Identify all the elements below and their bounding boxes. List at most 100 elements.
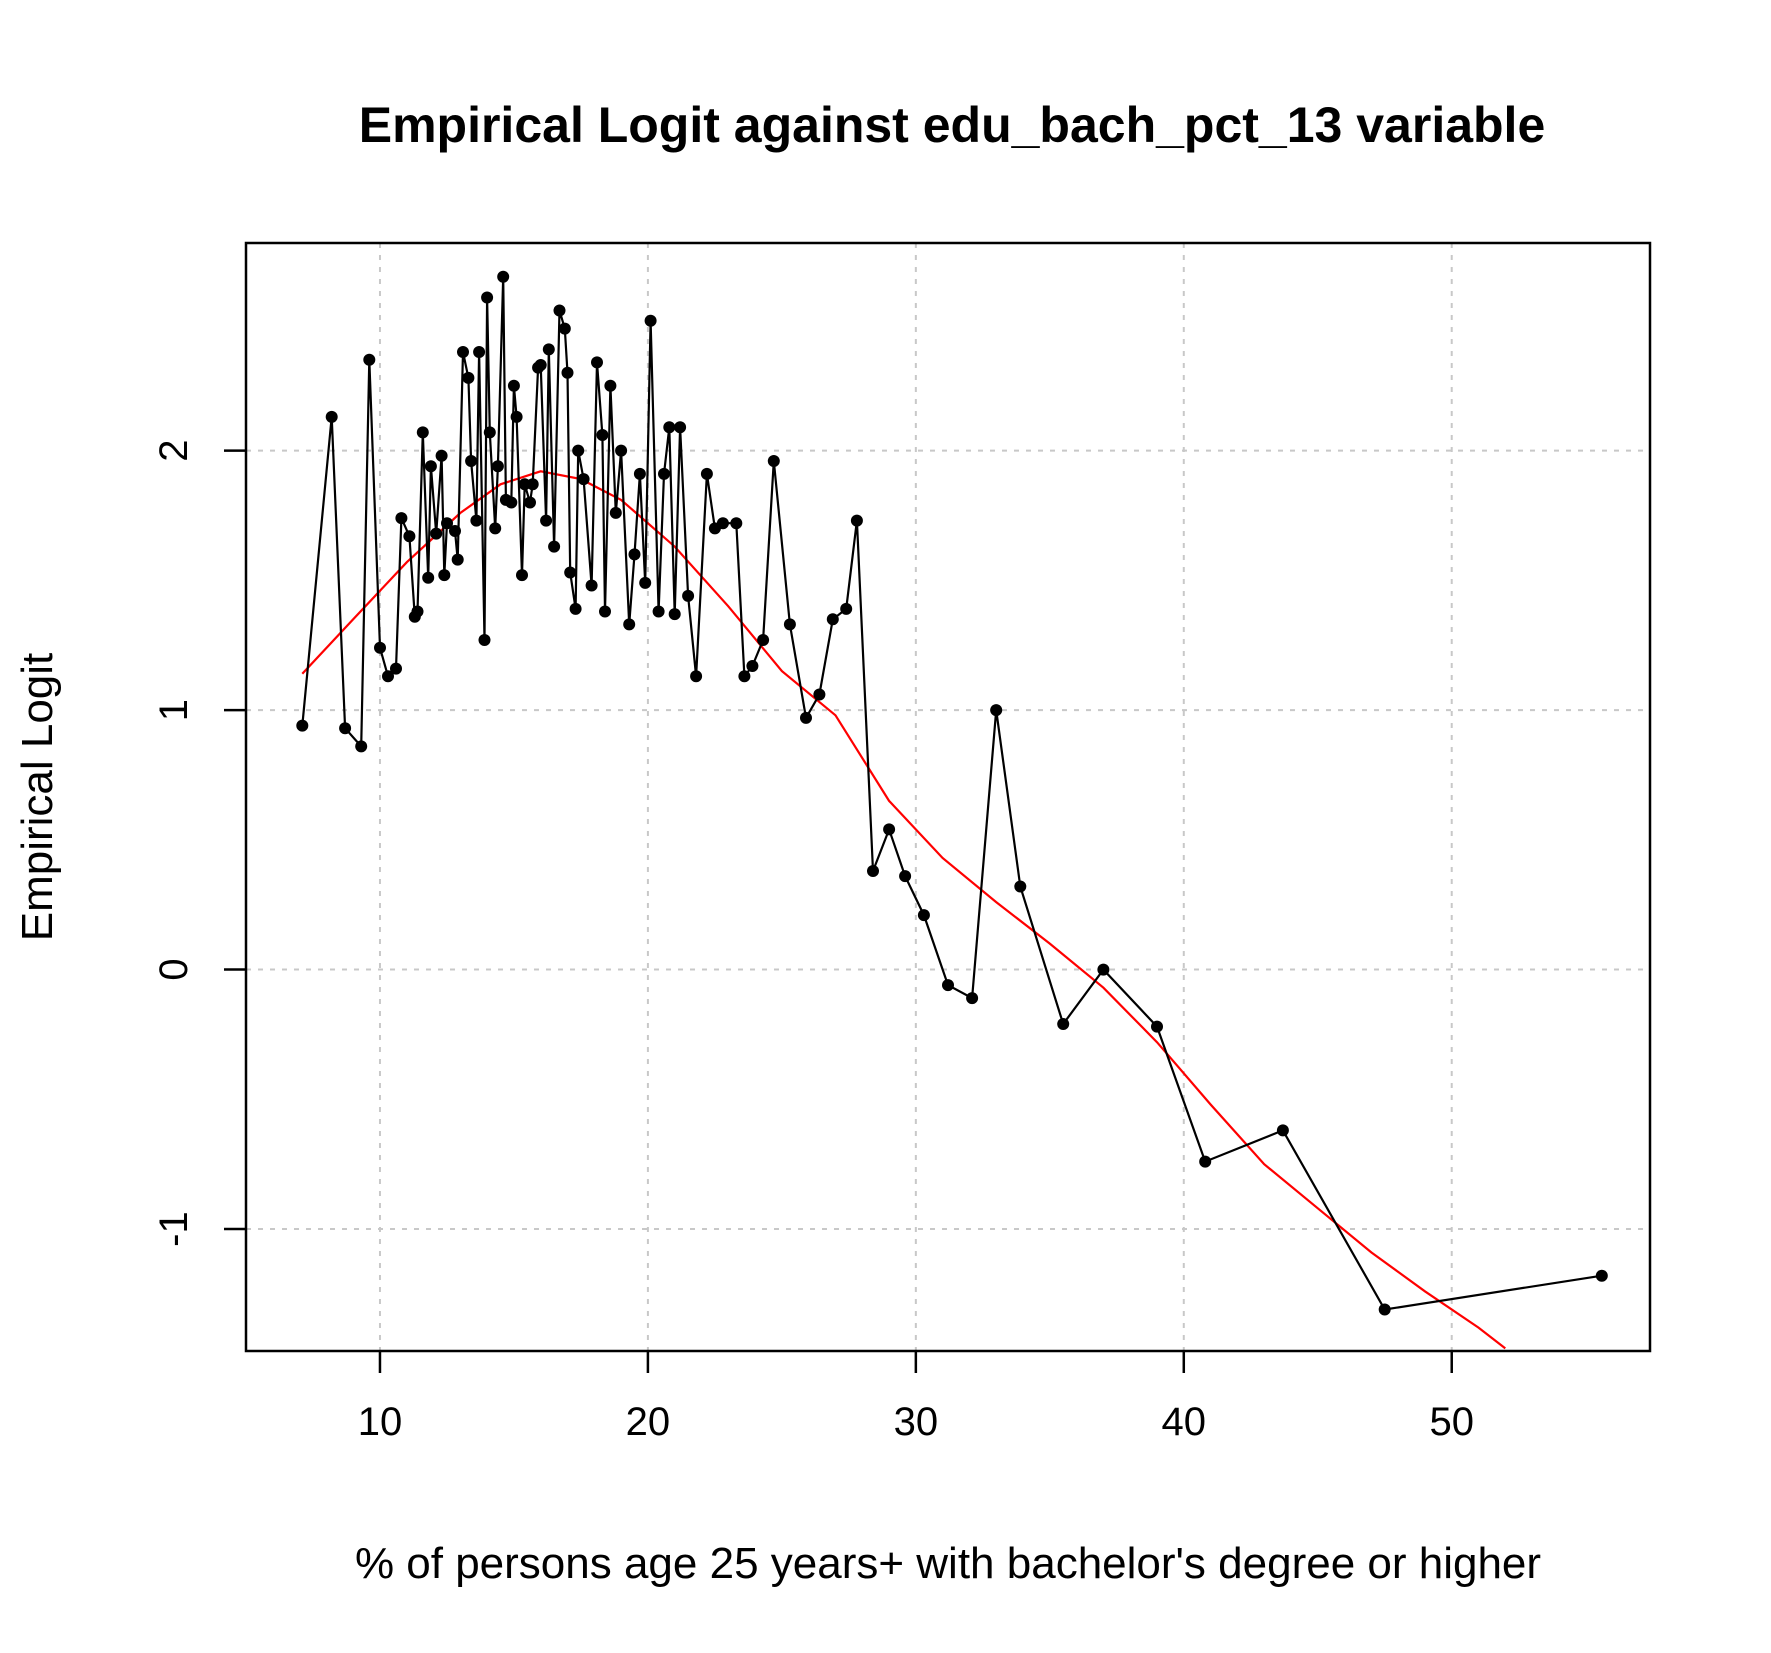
data-point — [738, 670, 751, 683]
data-point — [457, 346, 469, 358]
data-point — [633, 467, 646, 480]
plot-frame — [244, 241, 1652, 1353]
data-point — [561, 366, 574, 379]
data-point — [917, 909, 930, 922]
data-point — [548, 540, 561, 553]
data-point — [339, 722, 352, 735]
data-point — [585, 579, 598, 592]
data-point — [325, 410, 338, 423]
data-point — [449, 525, 461, 537]
x-tick-label: 20 — [626, 1400, 671, 1444]
data-point — [850, 514, 863, 527]
data-point — [591, 356, 603, 369]
data-point — [899, 870, 912, 883]
data-point — [867, 865, 879, 877]
y-tick-label: 2 — [152, 439, 196, 461]
data-point — [497, 270, 510, 283]
data-point — [430, 527, 443, 540]
data-point — [599, 605, 611, 618]
chart-title: Empirical Logit against edu_bach_pct_13 … — [359, 97, 1546, 153]
data-point — [663, 421, 676, 434]
data-point — [644, 314, 657, 327]
data-point — [883, 823, 896, 836]
data-point — [441, 517, 453, 530]
data-points — [296, 270, 1608, 1316]
data-point — [730, 517, 743, 530]
data-point — [639, 576, 652, 589]
data-point — [395, 512, 408, 525]
data-point — [416, 426, 429, 439]
data-point — [826, 613, 839, 626]
data-point — [658, 467, 670, 480]
data-point — [813, 688, 826, 701]
data-point — [690, 670, 703, 683]
y-tick-label: 0 — [152, 958, 196, 980]
data-point — [465, 455, 478, 467]
data-point — [435, 449, 448, 462]
y-tick-label: 1 — [152, 699, 196, 721]
data-series-line — [301, 276, 1602, 1311]
data-point — [558, 322, 571, 335]
data-point — [966, 992, 979, 1005]
data-point — [363, 353, 376, 366]
data-point — [507, 379, 520, 392]
data-point — [470, 514, 483, 527]
x-tick-label: 30 — [894, 1400, 939, 1444]
x-tick-label: 40 — [1162, 1400, 1207, 1444]
data-point — [757, 634, 770, 646]
data-point — [1199, 1155, 1212, 1168]
data-point — [1151, 1020, 1163, 1033]
data-point — [623, 618, 636, 631]
data-point — [990, 704, 1003, 717]
smooth-curve — [301, 470, 1506, 1350]
data-point — [682, 589, 695, 602]
data-point — [403, 530, 416, 543]
grid — [246, 243, 1650, 1351]
data-point — [424, 460, 437, 473]
data-point — [652, 605, 665, 618]
data-point — [1057, 1018, 1070, 1030]
x-axis-label: % of persons age 25 years+ with bachelor… — [355, 1539, 1541, 1588]
data-point — [577, 473, 590, 486]
data-point — [462, 371, 475, 384]
data-point — [800, 711, 812, 724]
data-point — [1595, 1269, 1608, 1282]
data-point — [1378, 1303, 1391, 1316]
data-point — [1014, 880, 1027, 893]
data-point — [483, 426, 496, 439]
data-point — [505, 496, 518, 509]
data-point — [840, 602, 853, 615]
data-point — [473, 346, 486, 358]
data-point — [609, 506, 622, 519]
data-point — [478, 634, 491, 646]
data-point — [390, 662, 402, 675]
data-point — [355, 740, 368, 753]
y-tick-label: -1 — [152, 1211, 196, 1247]
data-point — [382, 670, 394, 683]
data-point — [572, 444, 585, 457]
data-point — [674, 421, 687, 434]
data-point — [1097, 963, 1110, 976]
data-point — [491, 460, 504, 473]
y-axis-label: Empirical Logit — [13, 653, 62, 942]
x-tick-label: 10 — [358, 1400, 403, 1444]
data-point — [510, 410, 523, 423]
data-point — [628, 548, 641, 561]
data-point — [542, 343, 555, 356]
data-point — [1276, 1124, 1289, 1137]
data-point — [615, 444, 628, 457]
data-point — [604, 379, 617, 392]
data-point — [526, 478, 539, 491]
data-point — [596, 429, 609, 441]
data-point — [668, 608, 681, 621]
y-axis: -1 0 1 2 — [152, 439, 246, 1247]
data-point — [746, 660, 759, 672]
data-point — [438, 569, 451, 582]
data-point — [564, 566, 577, 579]
data-point — [553, 304, 566, 317]
data-point — [296, 719, 309, 732]
data-point — [489, 522, 502, 535]
data-point — [481, 291, 494, 304]
data-point — [540, 514, 553, 527]
